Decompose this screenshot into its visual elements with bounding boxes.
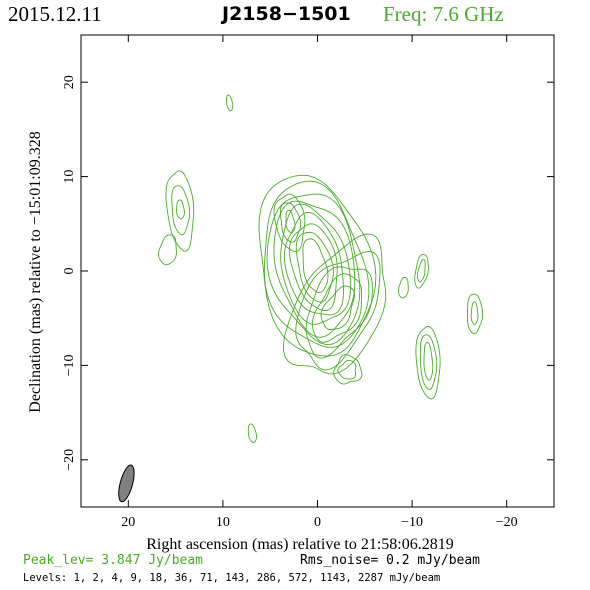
y-tick-label: −10	[62, 354, 77, 376]
contour-line	[302, 238, 329, 294]
y-axis-label: Declination (mas) relative to −15:01:09.…	[27, 131, 44, 412]
contour-line	[311, 273, 363, 343]
x-tick-label: 10	[216, 515, 230, 530]
contour-line	[419, 334, 438, 391]
beam-ellipse	[118, 464, 135, 503]
y-tick-label: 20	[62, 75, 77, 89]
contour-line	[176, 199, 185, 220]
contour-line	[266, 193, 361, 346]
contour-line	[226, 94, 234, 112]
contour-line	[295, 250, 381, 371]
y-tick-label: 10	[62, 170, 77, 184]
header-source: J2158−1501	[222, 3, 351, 25]
contour-line	[247, 423, 257, 444]
y-tick-labels: 20 10 0 −10 −20	[62, 75, 77, 471]
contour-line	[263, 180, 370, 348]
contour-line	[423, 341, 434, 381]
axis-ticks	[81, 35, 554, 507]
x-tick-labels: 20 10 0 −10 −20	[121, 515, 517, 530]
contour-line	[337, 359, 357, 380]
contour-line	[165, 170, 195, 252]
contour-layer	[158, 94, 484, 444]
contour-line	[417, 259, 426, 283]
peak-level: Peak_lev= 3.847 Jy/beam	[23, 553, 204, 568]
contour-line	[285, 209, 296, 234]
contour-line	[273, 193, 306, 253]
x-axis-label: Right ascension (mas) relative to 21:58:…	[146, 536, 454, 553]
contour-line	[415, 326, 441, 400]
contour-far-west-knot	[466, 293, 484, 335]
contour-east-lobe-lower	[158, 234, 177, 266]
contour-line	[466, 293, 484, 335]
contour-line	[158, 234, 177, 266]
contour-line	[470, 301, 479, 326]
x-tick-label: 20	[121, 515, 135, 530]
contour-jet	[283, 233, 387, 375]
contour-core	[258, 174, 377, 357]
contour-line	[320, 285, 355, 331]
contour-south-speck	[247, 423, 257, 444]
contour-line	[273, 200, 356, 338]
header-frequency: Freq: 7.6 GHz	[383, 2, 504, 26]
contour-line	[333, 354, 363, 385]
contour-line	[283, 211, 344, 316]
contour-west-knot	[414, 254, 429, 289]
x-tick-label: 0	[314, 515, 321, 530]
contour-line	[295, 231, 334, 303]
contour-knot-southeast	[333, 354, 363, 385]
contour-line	[280, 203, 352, 325]
contour-north-speck	[226, 94, 234, 112]
contour-west-small-knot	[397, 277, 409, 299]
contour-line	[171, 185, 191, 236]
contour-line	[258, 174, 377, 357]
contour-northeast-blob	[273, 193, 306, 253]
plot-frame	[80, 34, 555, 508]
contour-line	[397, 277, 409, 299]
contour-line	[305, 266, 373, 359]
contour-east-lobe	[165, 170, 195, 252]
y-tick-label: −20	[62, 449, 77, 471]
header-date: 2015.12.11	[8, 2, 102, 26]
contour-line	[279, 202, 301, 243]
y-tick-label: 0	[62, 268, 77, 275]
contour-levels: Levels: 1, 2, 4, 9, 18, 36, 71, 143, 286…	[23, 572, 441, 584]
x-tick-label: −10	[401, 515, 423, 530]
contour-line	[288, 223, 338, 312]
contour-southwest-knot	[415, 326, 441, 400]
contour-line	[283, 233, 387, 375]
contour-line	[414, 254, 429, 289]
x-tick-label: −20	[496, 515, 518, 530]
rms-noise: Rms_noise= 0.2 mJy/beam	[300, 553, 481, 568]
beam-layer	[118, 464, 135, 503]
